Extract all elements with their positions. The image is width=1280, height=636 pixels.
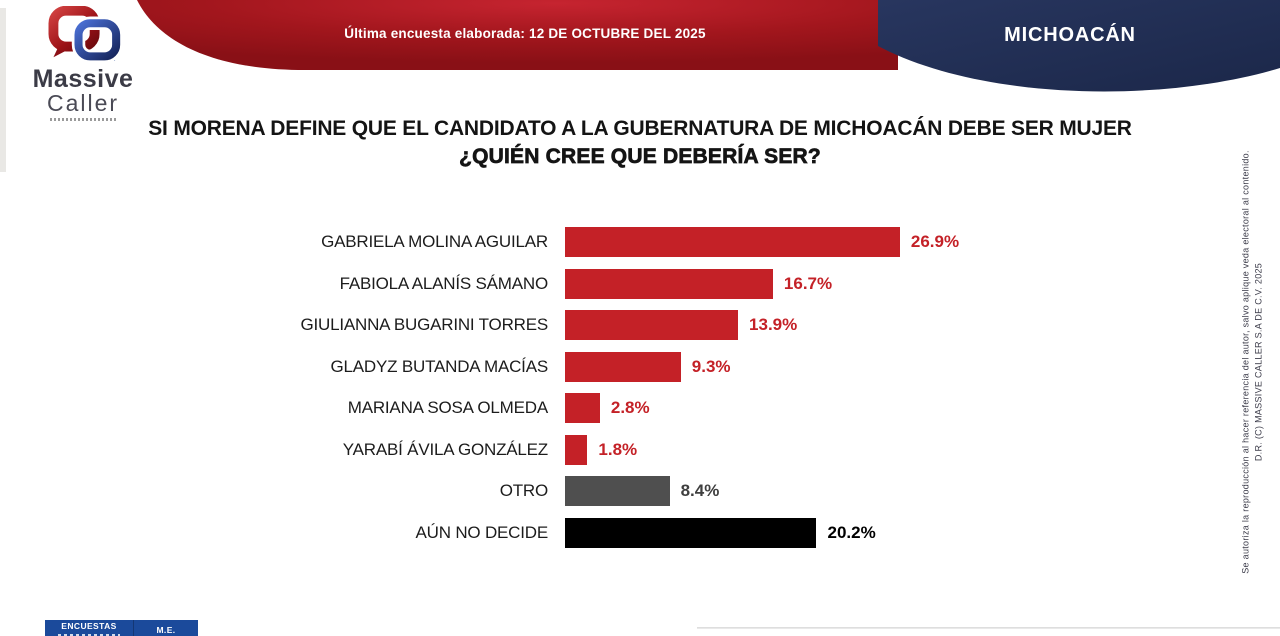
bar xyxy=(565,351,681,382)
bar xyxy=(565,227,900,257)
poll-question-line2: ¿QUIÉN CREE QUE DEBERÍA SER? xyxy=(459,145,821,169)
footer-table: ENCUESTAS M.E. xyxy=(45,620,198,636)
me-label: M.E. xyxy=(156,625,176,635)
massive-caller-logo: Massive Caller xyxy=(28,5,138,121)
bar xyxy=(565,310,739,340)
chat-bubbles-icon xyxy=(48,5,123,64)
bar-value: 1.8% xyxy=(598,439,638,459)
clipped-text-line xyxy=(58,633,120,636)
bar-value: 13.9% xyxy=(749,315,798,334)
bar-chart: GABRIELA MOLINA AGUILAR 26.9% FABIOLA AL… xyxy=(0,227,1050,559)
bar xyxy=(565,517,817,548)
region-title: MICHOACÁN xyxy=(1004,24,1136,46)
bar-row: GABRIELA MOLINA AGUILAR 26.9% xyxy=(0,227,1050,257)
bottom-divider-line xyxy=(697,627,1280,629)
footer-cell-encuestas: ENCUESTAS xyxy=(45,620,133,636)
copyright-text: D.R. (C) MASSIVE CALLER S.A DE C.V. 2025 xyxy=(1253,262,1264,462)
footer-cell-me: M.E. xyxy=(133,620,198,636)
bar xyxy=(565,393,600,423)
bar-label: GABRIELA MOLINA AGUILAR xyxy=(321,232,548,251)
logo-text-massive: Massive xyxy=(32,65,134,93)
bar-value: 20.2% xyxy=(827,522,876,542)
bar-row: OTRO 8.4% xyxy=(0,476,1050,506)
bar-label: YARABÍ ÁVILA GONZÁLEZ xyxy=(342,439,548,459)
bar xyxy=(565,268,773,299)
bar xyxy=(565,476,670,506)
bar-label: GIULIANNA BUGARINI TORRES xyxy=(300,315,548,334)
bar-label: AÚN NO DECIDE xyxy=(415,522,549,542)
bar-row: GLADYZ BUTANDA MACÍAS 9.3% xyxy=(0,351,1050,382)
bar xyxy=(565,434,588,465)
bar-value: 8.4% xyxy=(680,481,720,500)
bar-row: YARABÍ ÁVILA GONZÁLEZ 1.8% xyxy=(0,434,1050,465)
bar-label: FABIOLA ALANÍS SÁMANO xyxy=(339,273,549,293)
page-edge-strip xyxy=(0,8,6,172)
bar-row: FABIOLA ALANÍS SÁMANO 16.7% xyxy=(0,268,1050,299)
logo-tagline xyxy=(50,118,116,121)
bar-row: MARIANA SOSA OLMEDA 2.8% xyxy=(0,393,1050,423)
bar-value: 16.7% xyxy=(783,273,833,293)
survey-date-banner: Última encuesta elaborada: 12 DE OCTUBRE… xyxy=(344,25,706,41)
bar-label: OTRO xyxy=(499,481,549,500)
bar-row: GIULIANNA BUGARINI TORRES 13.9% xyxy=(0,310,1050,340)
poll-question-line1: SI MORENA DEFINE QUE EL CANDIDATO A LA G… xyxy=(148,117,1132,140)
poll-question: SI MORENA DEFINE QUE EL CANDIDATO A LA G… xyxy=(40,117,1240,169)
bar-value: 2.8% xyxy=(610,398,650,417)
logo-text-caller: Caller xyxy=(46,90,120,116)
authorization-text: Se autoriza la reproducción al hacer ref… xyxy=(1240,150,1251,574)
bar-row: AÚN NO DECIDE 20.2% xyxy=(0,517,1050,548)
bar-label: GLADYZ BUTANDA MACÍAS xyxy=(330,356,549,376)
bar-value: 9.3% xyxy=(691,356,731,376)
bar-value: 26.9% xyxy=(910,232,960,251)
bar-label: MARIANA SOSA OLMEDA xyxy=(347,398,548,417)
encuestas-label: ENCUESTAS xyxy=(61,621,117,631)
